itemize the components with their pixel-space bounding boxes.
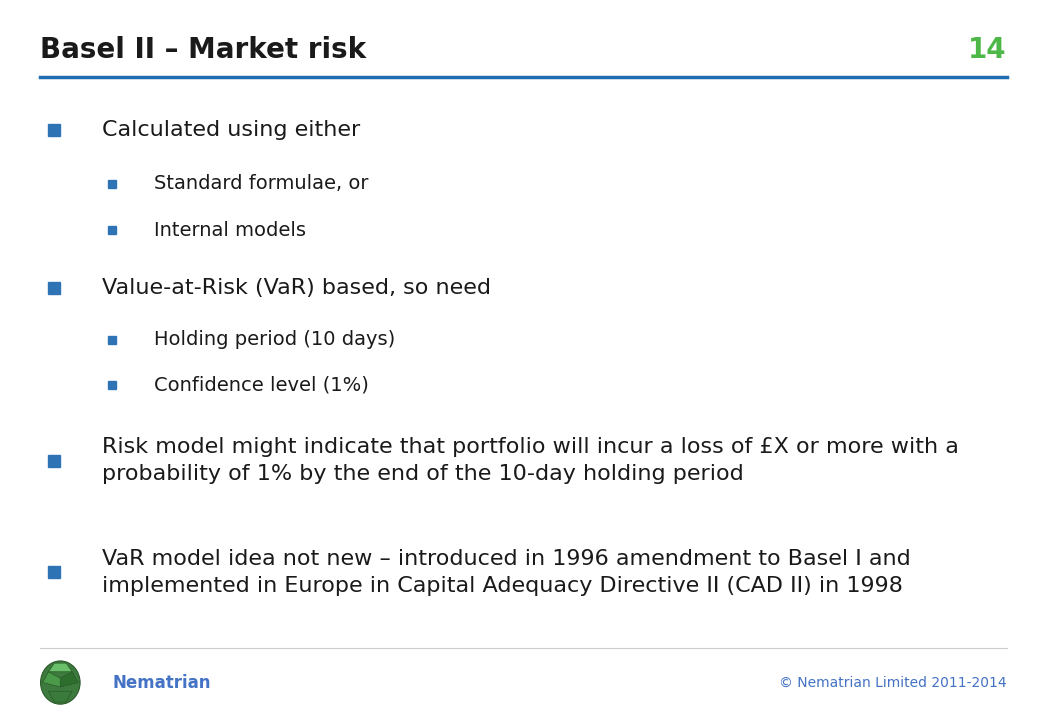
Polygon shape (43, 672, 60, 687)
Text: 14: 14 (968, 37, 1007, 64)
Text: Basel II – Market risk: Basel II – Market risk (40, 37, 366, 64)
Polygon shape (49, 691, 72, 702)
Text: Calculated using either: Calculated using either (102, 120, 360, 140)
Text: Confidence level (1%): Confidence level (1%) (154, 376, 369, 395)
Text: © Nematrian Limited 2011-2014: © Nematrian Limited 2011-2014 (779, 675, 1007, 690)
Polygon shape (60, 672, 78, 687)
Ellipse shape (41, 661, 80, 704)
Text: Value-at-Risk (VaR) based, so need: Value-at-Risk (VaR) based, so need (102, 278, 491, 298)
Text: Internal models: Internal models (154, 221, 306, 240)
Text: Risk model might indicate that portfolio will incur a loss of £X or more with a
: Risk model might indicate that portfolio… (102, 437, 959, 485)
Text: Holding period (10 days): Holding period (10 days) (154, 330, 395, 349)
Text: Nematrian: Nematrian (112, 674, 211, 691)
Text: VaR model idea not new – introduced in 1996 amendment to Basel I and
implemented: VaR model idea not new – introduced in 1… (102, 549, 911, 596)
Polygon shape (49, 663, 72, 672)
Text: Standard formulae, or: Standard formulae, or (154, 174, 368, 193)
